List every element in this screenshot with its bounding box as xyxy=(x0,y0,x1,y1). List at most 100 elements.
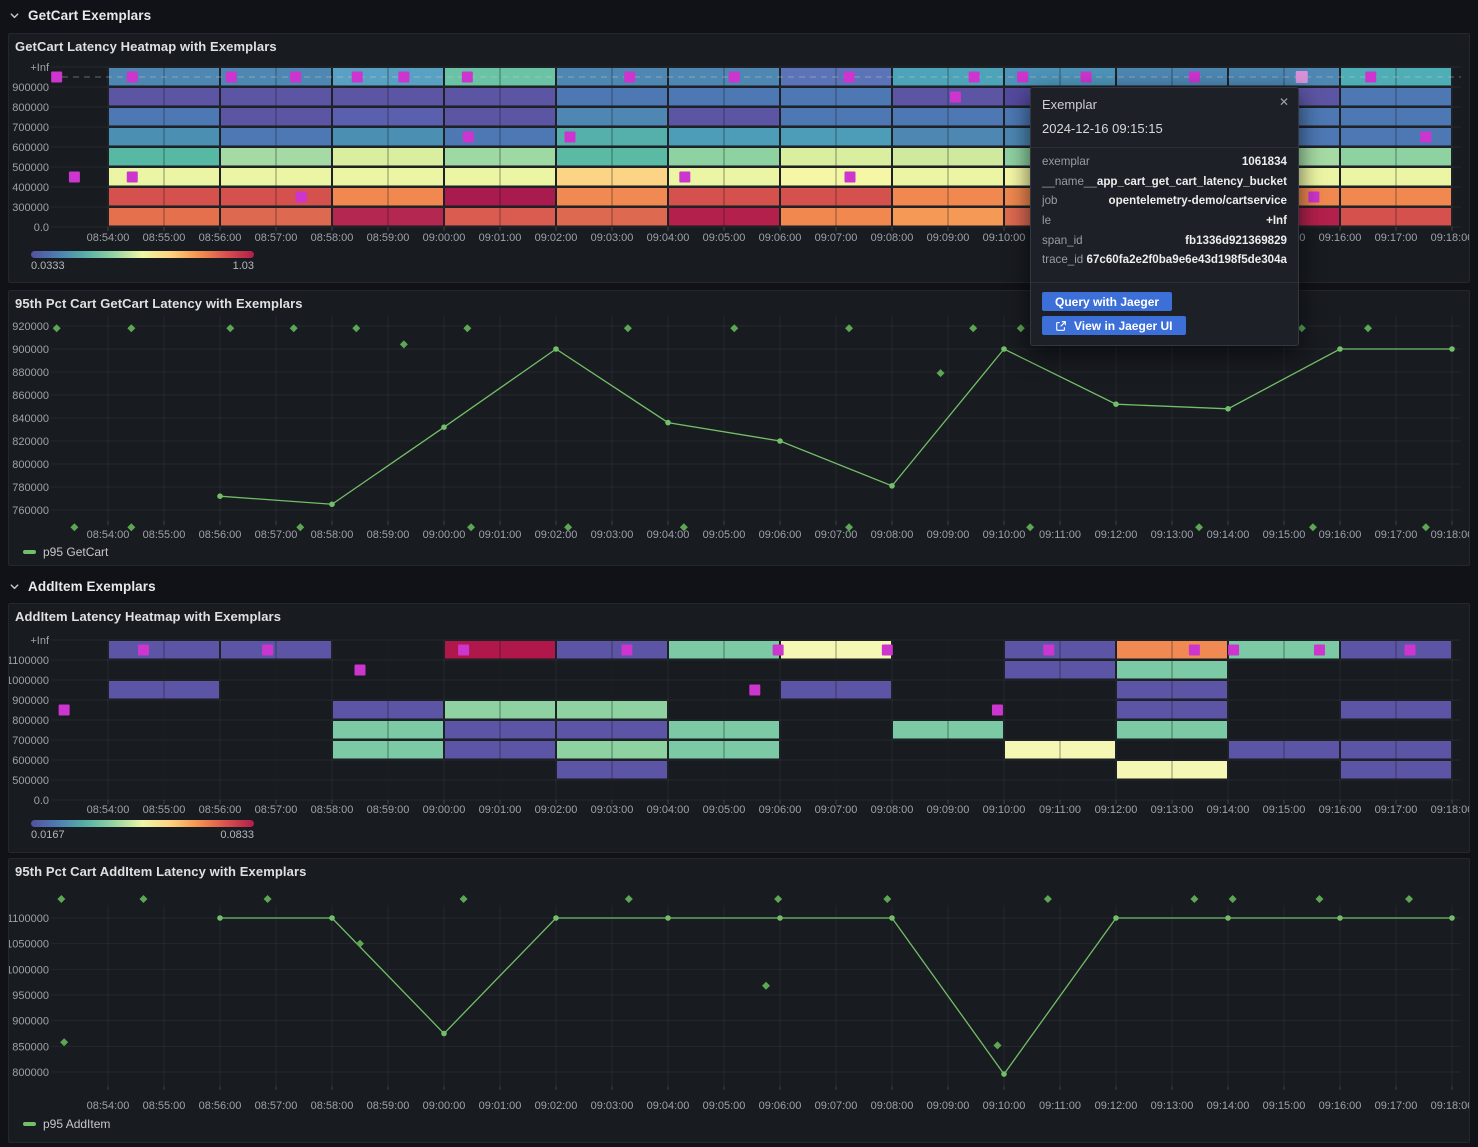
heatmap-cell[interactable] xyxy=(109,681,219,699)
exemplar-diamond[interactable] xyxy=(263,895,272,904)
exemplar-marker[interactable] xyxy=(1228,644,1240,656)
exemplar-marker[interactable] xyxy=(58,704,70,716)
exemplar-diamond[interactable] xyxy=(1195,523,1204,532)
exemplar-diamond[interactable] xyxy=(845,324,854,333)
heatmap-cell[interactable] xyxy=(893,188,1003,206)
exemplar-marker[interactable] xyxy=(225,71,237,83)
heatmap-cell[interactable] xyxy=(445,88,555,106)
heatmap-cell[interactable] xyxy=(333,148,443,166)
exemplar-diamond[interactable] xyxy=(730,324,739,333)
exemplar-marker[interactable] xyxy=(749,684,761,696)
heatmap-cell[interactable] xyxy=(221,148,331,166)
exemplar-marker[interactable] xyxy=(1188,71,1200,83)
exemplar-diamond[interactable] xyxy=(467,523,476,532)
exemplar-marker[interactable] xyxy=(843,71,855,83)
data-point[interactable] xyxy=(1113,915,1119,921)
exemplar-diamond[interactable] xyxy=(52,324,61,333)
heatmap-cell[interactable] xyxy=(781,68,891,86)
exemplar-marker[interactable] xyxy=(354,664,366,676)
exemplar-marker[interactable] xyxy=(295,191,307,203)
exemplar-marker[interactable] xyxy=(844,171,856,183)
exemplar-marker[interactable] xyxy=(1043,644,1055,656)
heatmap-cell[interactable] xyxy=(557,741,667,759)
exemplar-diamond[interactable] xyxy=(70,523,79,532)
panel-title[interactable]: 95th Pct Cart GetCart Latency with Exemp… xyxy=(15,296,303,311)
section-header-getcart[interactable]: GetCart Exemplars xyxy=(0,2,1478,28)
close-icon[interactable]: ✕ xyxy=(1278,95,1289,109)
heatmap-cell[interactable] xyxy=(893,108,1003,126)
exemplar-marker[interactable] xyxy=(51,71,63,83)
data-point[interactable] xyxy=(665,915,671,921)
heatmap-cell[interactable] xyxy=(445,721,555,739)
heatmap-cell[interactable] xyxy=(669,641,779,659)
exemplar-diamond[interactable] xyxy=(1228,895,1237,904)
heatmap-cell[interactable] xyxy=(557,761,667,779)
exemplar-diamond[interactable] xyxy=(289,324,298,333)
heatmap-cell[interactable] xyxy=(557,208,667,226)
panel-title[interactable]: AddItem Latency Heatmap with Exemplars xyxy=(15,609,282,624)
exemplar-diamond[interactable] xyxy=(459,895,468,904)
data-point[interactable] xyxy=(777,915,783,921)
exemplar-diamond[interactable] xyxy=(762,981,770,990)
data-point[interactable] xyxy=(1225,406,1231,412)
heatmap-cell[interactable] xyxy=(333,168,443,186)
heatmap-cell[interactable] xyxy=(333,88,443,106)
exemplar-marker[interactable] xyxy=(1308,191,1320,203)
exemplar-diamond[interactable] xyxy=(969,324,978,333)
data-point[interactable] xyxy=(329,915,335,921)
heatmap-cell[interactable] xyxy=(109,128,219,146)
exemplar-diamond[interactable] xyxy=(774,895,783,904)
heatmap-cell[interactable] xyxy=(1117,761,1227,779)
heatmap-cell[interactable] xyxy=(1005,661,1115,679)
exemplar-diamond[interactable] xyxy=(1026,523,1035,532)
heatmap-cell[interactable] xyxy=(1341,188,1451,206)
heatmap-cell[interactable] xyxy=(557,701,667,719)
data-point[interactable] xyxy=(889,483,895,489)
heatmap-cell[interactable] xyxy=(333,701,443,719)
exemplar-marker[interactable] xyxy=(1188,644,1200,656)
heatmap-cell[interactable] xyxy=(781,168,891,186)
heatmap-cell[interactable] xyxy=(557,641,667,659)
exemplar-diamond[interactable] xyxy=(679,523,688,532)
heatmap-cell[interactable] xyxy=(1229,68,1339,86)
exemplar-diamond[interactable] xyxy=(1315,895,1324,904)
heatmap-cell[interactable] xyxy=(445,641,555,659)
heatmap-cell[interactable] xyxy=(1117,701,1227,719)
heatmap-cell[interactable] xyxy=(109,188,219,206)
heatmap-cell[interactable] xyxy=(221,68,331,86)
heatmap-cell[interactable] xyxy=(333,741,443,759)
heatmap-cell[interactable] xyxy=(333,188,443,206)
heatmap-cell[interactable] xyxy=(445,741,555,759)
data-point[interactable] xyxy=(441,1030,447,1037)
heatmap-cell[interactable] xyxy=(1229,741,1339,759)
exemplar-diamond[interactable] xyxy=(1016,324,1025,333)
heatmap-cell[interactable] xyxy=(109,148,219,166)
heatmap-cell[interactable] xyxy=(1005,641,1115,659)
data-point[interactable] xyxy=(329,501,335,508)
exemplar-diamond[interactable] xyxy=(845,523,854,532)
exemplar-diamond[interactable] xyxy=(1421,523,1430,532)
heatmap-cell[interactable] xyxy=(669,208,779,226)
panel-title[interactable]: 95th Pct Cart AddItem Latency with Exemp… xyxy=(15,864,307,879)
heatmap-cell[interactable] xyxy=(445,208,555,226)
heatmap-cell[interactable] xyxy=(781,108,891,126)
heatmap-cell[interactable] xyxy=(1005,741,1115,759)
data-point[interactable] xyxy=(553,346,559,352)
heatmap-cell[interactable] xyxy=(221,88,331,106)
exemplar-marker[interactable] xyxy=(462,131,474,143)
exemplar-marker[interactable] xyxy=(458,644,470,656)
heatmap-cell[interactable] xyxy=(1117,661,1227,679)
heatmap-cell[interactable] xyxy=(781,641,891,659)
heatmap-cell[interactable] xyxy=(1229,641,1339,659)
exemplar-marker[interactable] xyxy=(772,644,784,656)
heatmap-cell[interactable] xyxy=(333,721,443,739)
heatmap-cell[interactable] xyxy=(445,108,555,126)
heatmap-cell[interactable] xyxy=(893,208,1003,226)
heatmap-cell[interactable] xyxy=(1341,208,1451,226)
heatmap-cell[interactable] xyxy=(669,148,779,166)
heatmap-cell[interactable] xyxy=(109,208,219,226)
exemplar-marker[interactable] xyxy=(1017,71,1029,83)
heatmap-cell[interactable] xyxy=(893,128,1003,146)
exemplar-marker[interactable] xyxy=(949,91,961,103)
exemplar-marker[interactable] xyxy=(398,71,410,83)
